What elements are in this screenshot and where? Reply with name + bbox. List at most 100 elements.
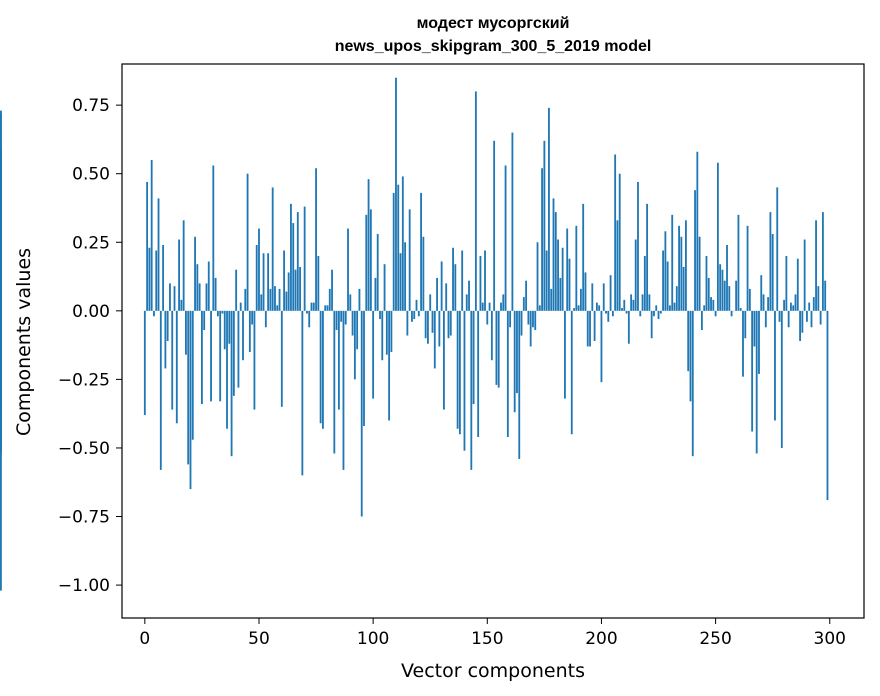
y-tick-label: −0.75 [58,508,110,528]
bar [760,275,763,311]
bar [162,245,165,311]
bar [203,310,206,331]
bar [456,310,459,429]
bar [584,272,587,311]
bar [502,294,505,311]
bar [490,310,493,361]
bar [408,209,411,311]
bar [758,310,760,374]
bar [787,310,790,328]
bar [646,203,649,311]
bar [175,310,178,424]
bar [744,310,747,339]
bar [611,310,614,317]
bar [714,310,717,317]
bar [369,209,372,311]
bar [379,310,381,320]
bar [148,247,151,311]
bar [673,302,676,311]
x-tick-label: 50 [248,629,270,649]
bar [219,310,222,402]
bar [178,239,180,311]
bar [383,264,386,311]
bar [461,250,464,311]
bar [180,299,183,311]
bar [554,212,557,311]
bar [198,283,201,311]
bar [385,310,388,355]
bar [296,212,299,311]
bar [374,277,377,311]
bar [703,305,706,311]
bar [536,242,539,311]
bar [769,212,772,311]
bar [655,305,658,311]
bar [171,310,174,410]
bar [815,220,817,311]
bar [321,310,324,429]
bar [388,310,391,421]
bar [235,269,238,311]
bar [808,302,811,311]
bar [751,310,754,432]
y-tick-label: −0.25 [58,370,110,390]
bar [637,181,639,311]
bar [534,310,537,331]
bar [0,310,2,413]
bar [680,236,683,311]
bar [474,91,477,311]
bar [356,310,359,350]
bar [258,228,260,311]
bar [427,310,429,344]
bar [559,277,562,311]
y-tick-label: 0.75 [72,96,110,116]
bar [516,310,518,394]
bar [347,228,349,311]
bar [166,310,169,341]
x-axis-ticks: 0 50 100 150 200 250 300 [139,618,846,649]
bar [716,162,719,311]
bar [146,181,149,311]
bar [415,299,418,311]
bar [376,234,379,311]
bar [607,310,610,322]
bar [653,310,655,317]
bar [810,310,813,328]
bar [726,245,728,311]
bar [500,302,502,311]
bar [799,310,801,341]
bar [817,286,820,311]
bar [452,247,454,311]
bar [632,299,635,311]
bar [232,310,235,396]
bar [159,310,162,470]
y-tick-label: −1.00 [58,576,110,596]
x-tick-label: 250 [699,629,731,649]
bar [484,250,486,311]
bar [650,310,653,339]
bar [360,310,363,517]
bar [669,305,671,311]
bar [253,310,256,410]
bar [541,168,543,311]
bar [755,310,758,454]
bar [417,310,420,317]
bar [532,310,534,328]
plot-frame [121,63,865,619]
bar [395,77,397,311]
bar [230,310,233,457]
bar [634,239,637,311]
bar [538,305,541,311]
bar [269,288,272,311]
bar [573,308,575,311]
bar [287,272,290,311]
bar [639,310,642,317]
bar [522,297,525,311]
bar [205,283,208,311]
bar [621,308,623,311]
bar [260,294,263,311]
bar [401,176,404,311]
bar [575,225,578,311]
bar [801,310,804,333]
bar [719,264,722,311]
